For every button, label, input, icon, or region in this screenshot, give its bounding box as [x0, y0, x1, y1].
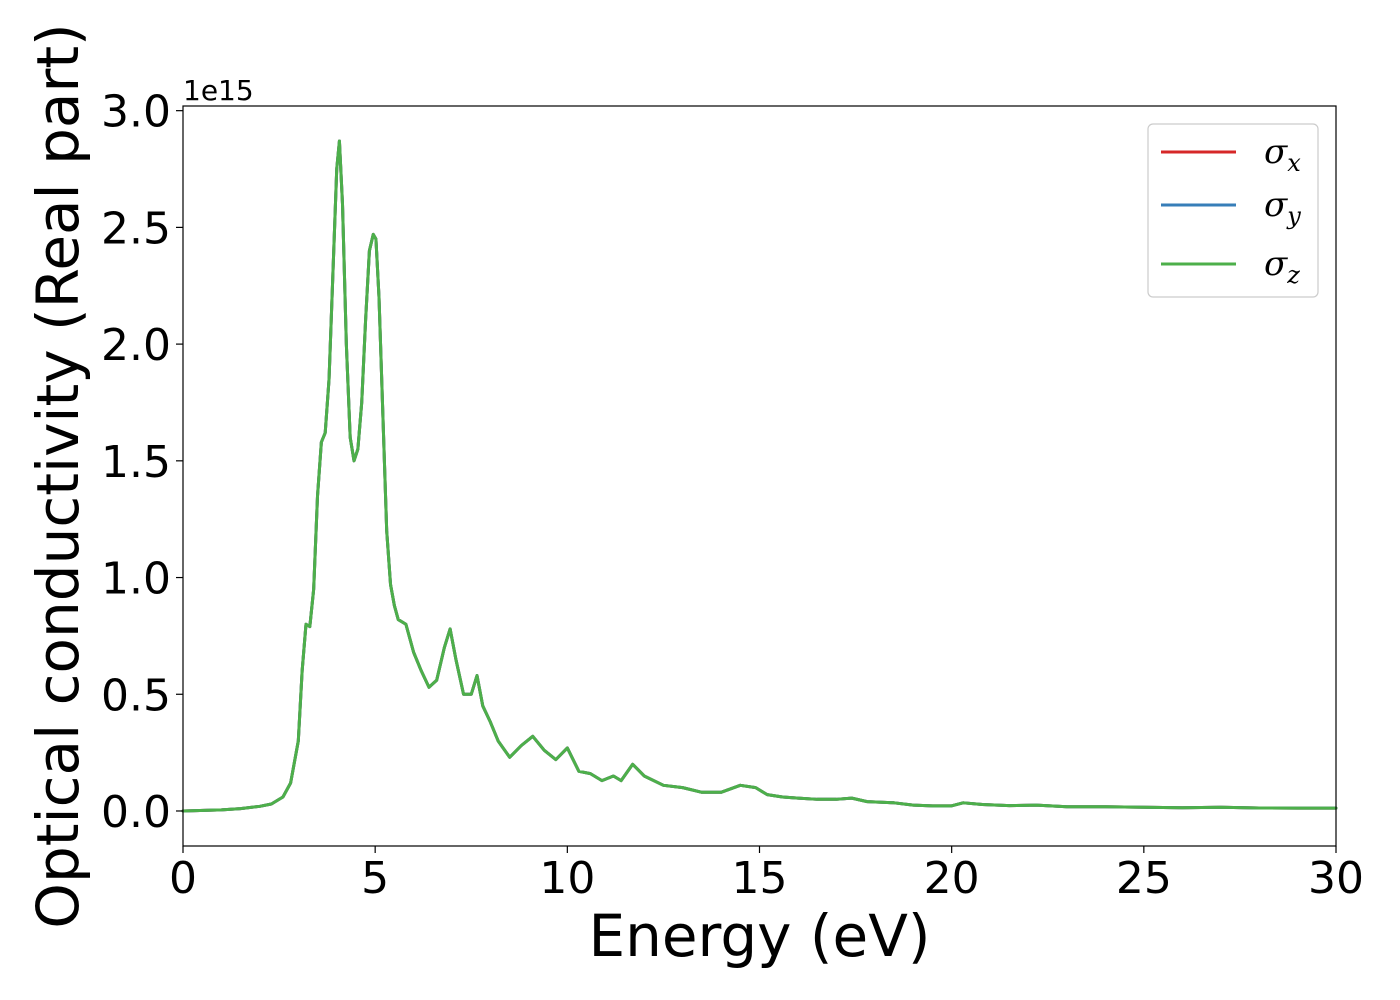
y-tick-label: 0.5	[101, 670, 171, 721]
x-tick-label: 15	[732, 853, 788, 904]
y-tick-label: 0.0	[101, 787, 171, 838]
y-tick-label: 1.0	[101, 554, 171, 605]
plot-lines	[181, 139, 1338, 813]
x-axis-ticks: 0 5 10 15 20 25 30	[169, 846, 1364, 904]
x-tick-label: 30	[1308, 853, 1364, 904]
y-offset-label: 1e15	[183, 74, 254, 107]
legend-entries: σx σy σz	[1161, 132, 1301, 289]
x-tick-label: 10	[539, 853, 595, 904]
x-axis-label: Energy (eV)	[588, 902, 930, 970]
legend-box	[1147, 123, 1319, 298]
y-tick-label: 2.0	[101, 320, 171, 371]
legend: σx σy σz	[1147, 123, 1319, 298]
x-tick-label: 25	[1116, 853, 1172, 904]
y-tick-label: 3.0	[101, 87, 171, 138]
x-tick-label: 20	[924, 853, 980, 904]
y-axis-ticks: 0.0 0.5 1.0 1.5 2.0 2.5 3.0	[101, 87, 183, 838]
x-tick-label: 5	[361, 853, 389, 904]
x-tick-label: 0	[169, 853, 197, 904]
legend-label-z: σz	[1264, 244, 1300, 289]
y-tick-label: 1.5	[101, 437, 171, 488]
legend-label-x: σx	[1264, 132, 1301, 177]
y-tick-label: 2.5	[101, 203, 171, 254]
y-axis-label: Optical conductivity (Real part)	[24, 23, 92, 928]
series-line-z	[181, 139, 1338, 813]
legend-label-y: σy	[1264, 185, 1301, 230]
